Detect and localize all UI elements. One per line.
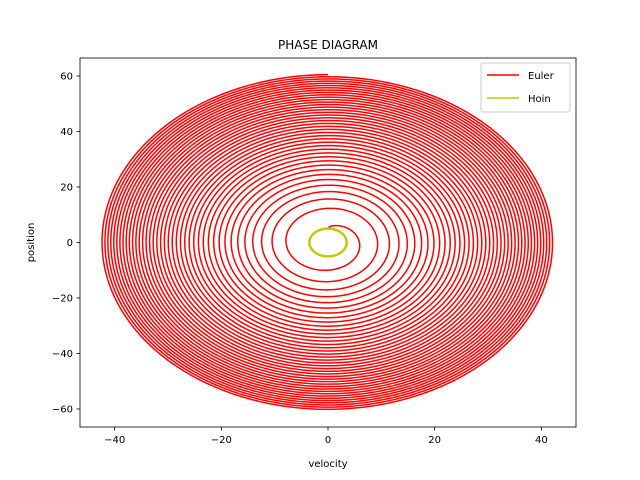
x-axis-label: velocity [308, 459, 347, 470]
y-tick-label: 0 [67, 238, 73, 249]
y-tick-label: 40 [60, 127, 73, 138]
y-tick-label: −20 [52, 293, 73, 304]
x-tick-label: 0 [325, 435, 331, 446]
y-tick-label: −40 [52, 349, 73, 360]
legend-label-hoin: Hoin [528, 94, 551, 105]
y-tick-label: 20 [60, 183, 73, 194]
y-axis-label: position [26, 223, 37, 263]
y-axis-ticks: −60 −40 −20 0 20 40 60 [52, 72, 80, 415]
euler-series-line [101, 73, 554, 411]
x-tick-label: −20 [211, 435, 232, 446]
x-tick-label: −40 [104, 435, 125, 446]
legend: Euler Hoin [480, 62, 571, 113]
legend-box [480, 62, 571, 113]
x-tick-label: 20 [428, 435, 441, 446]
hoin-series-line [308, 227, 348, 258]
x-axis-ticks: −40 −20 0 20 40 [104, 427, 548, 446]
plot-area [101, 73, 554, 411]
y-tick-label: −60 [52, 404, 73, 415]
chart-title: PHASE DIAGRAM [278, 38, 378, 52]
legend-label-euler: Euler [528, 71, 555, 82]
x-tick-label: 40 [535, 435, 548, 446]
y-tick-label: 60 [60, 72, 73, 83]
